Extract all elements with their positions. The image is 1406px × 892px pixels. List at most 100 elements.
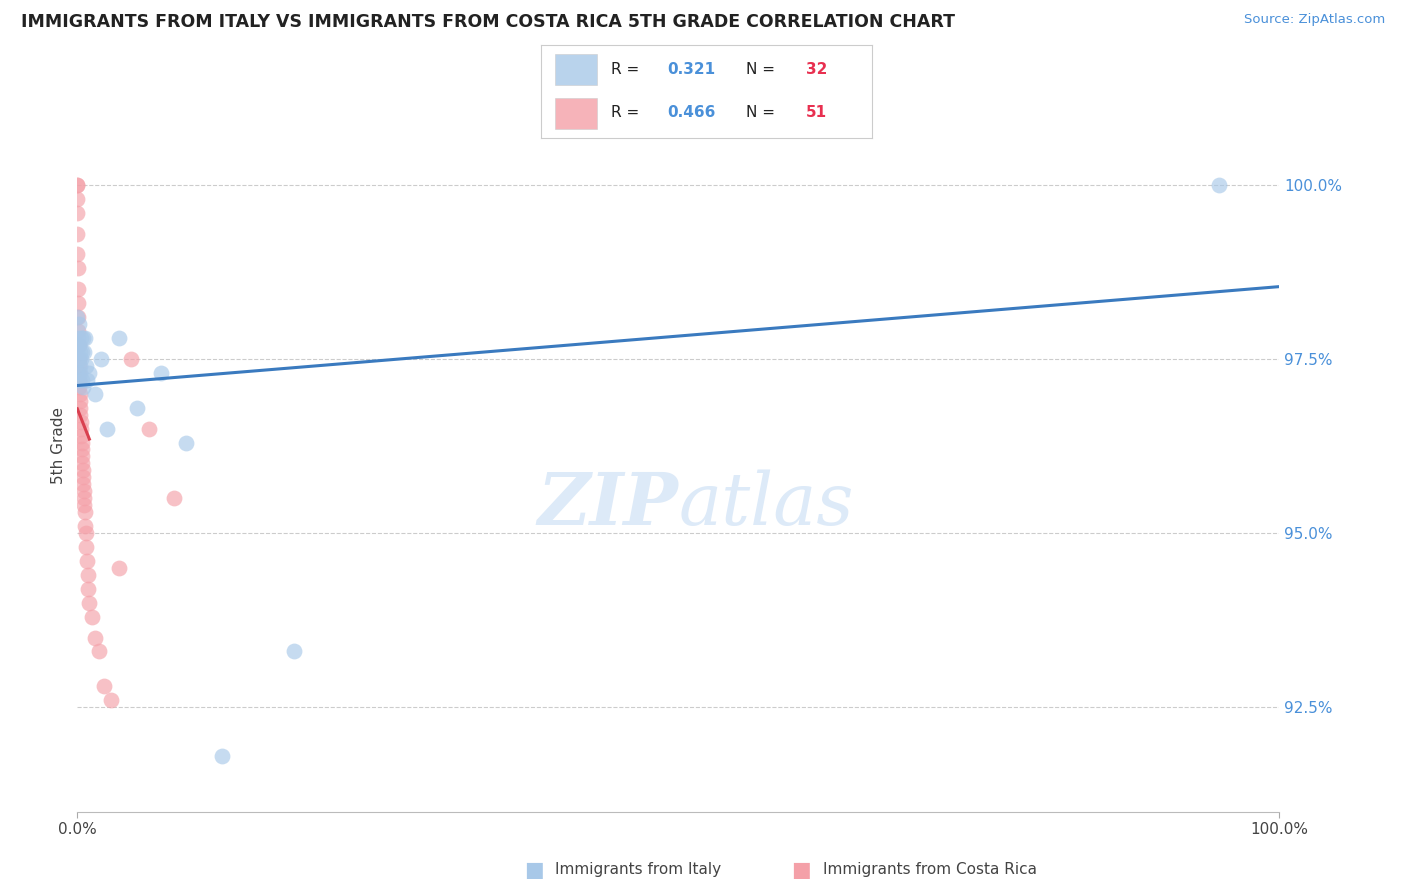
Point	[80, 609, 103, 624]
Point	[67, 359, 90, 373]
Point	[70, 442, 93, 457]
Point	[69, 331, 91, 345]
Point	[76, 554, 98, 568]
Point	[66, 366, 89, 380]
Point	[67, 366, 90, 380]
Point	[100, 693, 122, 707]
Text: Immigrants from Italy: Immigrants from Italy	[555, 863, 721, 877]
Point	[76, 567, 98, 582]
Point	[70, 435, 93, 450]
Text: ■: ■	[524, 860, 544, 880]
Point	[72, 484, 94, 499]
Point	[67, 317, 90, 331]
Point	[90, 351, 112, 366]
Point	[69, 359, 91, 373]
Point	[1208, 178, 1230, 192]
Point	[66, 331, 89, 345]
Point	[73, 345, 96, 359]
Point	[73, 331, 96, 345]
Point	[72, 331, 94, 345]
Text: 0.321: 0.321	[666, 62, 716, 78]
Bar	[554, 98, 598, 129]
Point	[70, 345, 93, 359]
Point	[66, 247, 89, 261]
Bar	[554, 54, 598, 85]
Text: R =: R =	[610, 105, 644, 120]
Point	[66, 296, 89, 310]
Point	[70, 421, 93, 435]
Point	[93, 679, 115, 693]
Point	[69, 408, 91, 422]
Point	[120, 351, 142, 366]
Point	[67, 351, 90, 366]
Text: atlas: atlas	[679, 469, 853, 540]
Text: Source: ZipAtlas.com: Source: ZipAtlas.com	[1244, 13, 1385, 27]
Point	[67, 373, 90, 387]
Point	[66, 310, 89, 325]
Point	[75, 540, 97, 554]
Point	[73, 505, 96, 519]
Point	[69, 380, 91, 394]
Point	[66, 345, 89, 359]
Point	[174, 435, 197, 450]
Point	[76, 373, 98, 387]
Point	[72, 457, 94, 471]
Point	[70, 450, 93, 464]
Point	[66, 227, 89, 241]
Point	[75, 359, 97, 373]
Text: Immigrants from Costa Rica: Immigrants from Costa Rica	[823, 863, 1036, 877]
Point	[79, 366, 101, 380]
Point	[73, 491, 96, 506]
Point	[77, 582, 100, 596]
Text: ZIP: ZIP	[537, 469, 679, 540]
Point	[67, 373, 90, 387]
Point	[70, 373, 93, 387]
Point	[67, 324, 90, 338]
Point	[67, 351, 90, 366]
Point	[66, 178, 89, 192]
Point	[69, 366, 91, 380]
Point	[75, 526, 97, 541]
Point	[283, 644, 305, 658]
Point	[108, 331, 131, 345]
Y-axis label: 5th Grade: 5th Grade	[51, 408, 66, 484]
Point	[66, 205, 89, 219]
Point	[127, 401, 149, 415]
Point	[70, 428, 93, 442]
Text: 32: 32	[806, 62, 827, 78]
Point	[162, 491, 184, 506]
Point	[67, 310, 90, 325]
Point	[211, 749, 233, 764]
Point	[150, 366, 173, 380]
Point	[69, 393, 91, 408]
Text: N =: N =	[747, 105, 780, 120]
Point	[108, 561, 131, 575]
Point	[69, 338, 91, 352]
Point	[84, 631, 107, 645]
Text: 51: 51	[806, 105, 827, 120]
Point	[72, 470, 94, 484]
Point	[84, 386, 107, 401]
Point	[70, 351, 93, 366]
Point	[69, 345, 91, 359]
Point	[72, 477, 94, 491]
Text: IMMIGRANTS FROM ITALY VS IMMIGRANTS FROM COSTA RICA 5TH GRADE CORRELATION CHART: IMMIGRANTS FROM ITALY VS IMMIGRANTS FROM…	[21, 13, 955, 31]
Point	[75, 519, 97, 533]
Point	[66, 192, 89, 206]
Point	[96, 421, 118, 435]
Point	[138, 421, 160, 435]
Text: R =: R =	[610, 62, 644, 78]
Point	[66, 261, 89, 276]
Point	[69, 415, 91, 429]
Point	[69, 401, 91, 415]
Point	[72, 463, 94, 477]
Text: ■: ■	[792, 860, 811, 880]
Text: 0.466: 0.466	[666, 105, 716, 120]
Point	[79, 596, 101, 610]
Point	[72, 380, 94, 394]
Text: N =: N =	[747, 62, 780, 78]
Point	[66, 178, 89, 192]
Point	[66, 282, 89, 296]
Point	[87, 644, 110, 658]
Point	[73, 498, 96, 512]
